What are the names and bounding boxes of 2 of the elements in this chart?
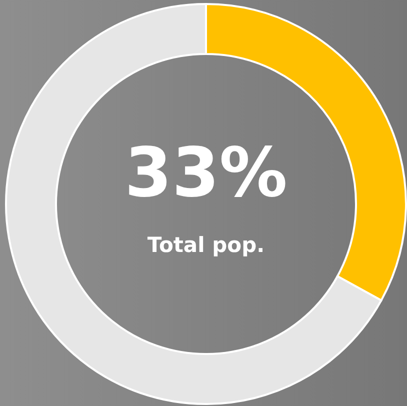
data-label: 33% [124, 134, 288, 213]
text: Total pop. [147, 233, 265, 257]
